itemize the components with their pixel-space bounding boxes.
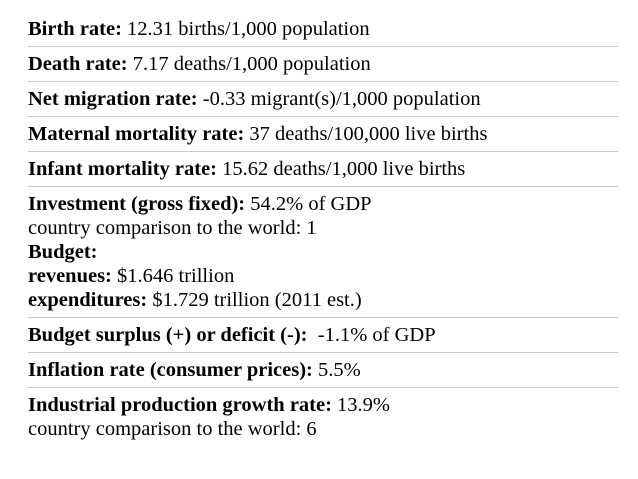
- revenues-value: $1.646 trillion: [111, 265, 235, 287]
- stats-list: Birth rate: 12.31 births/1,000 populatio…: [28, 17, 618, 441]
- divider: [28, 317, 618, 318]
- birth-rate-line: Birth rate: 12.31 births/1,000 populatio…: [28, 17, 618, 41]
- net-migration-line: Net migration rate: -0.33 migrant(s)/1,0…: [28, 87, 618, 111]
- investment-value: 54.2% of GDP: [245, 193, 372, 215]
- budget-surplus-value: -1.1% of GDP: [307, 324, 436, 346]
- budget-heading: Budget:: [28, 241, 98, 263]
- investment-label: Investment (gross fixed):: [28, 193, 246, 215]
- inflation-entry: Inflation rate (consumer prices): 5.5%: [28, 358, 618, 382]
- net-migration-value: -0.33 migrant(s)/1,000 population: [197, 88, 481, 110]
- infant-mortality-value: 15.62 deaths/1,000 live births: [217, 158, 466, 180]
- maternal-mortality-entry: Maternal mortality rate: 37 deaths/100,0…: [28, 122, 618, 146]
- expenditures-line: expenditures: $1.729 trillion (2011 est.…: [28, 288, 618, 312]
- budget-surplus-label: Budget surplus (+) or deficit (-):: [28, 324, 308, 346]
- divider: [28, 116, 618, 117]
- inflation-value: 5.5%: [312, 359, 361, 381]
- net-migration-label: Net migration rate:: [28, 88, 198, 110]
- divider: [28, 186, 618, 187]
- infant-mortality-line: Infant mortality rate: 15.62 deaths/1,00…: [28, 157, 618, 181]
- industrial-production-line: Industrial production growth rate: 13.9%: [28, 393, 618, 417]
- divider: [28, 387, 618, 388]
- birth-rate-value: 12.31 births/1,000 population: [121, 18, 370, 40]
- birth-rate-entry: Birth rate: 12.31 births/1,000 populatio…: [28, 17, 618, 41]
- divider: [28, 46, 618, 47]
- birth-rate-label: Birth rate:: [28, 18, 122, 40]
- budget-heading-line: Budget:: [28, 240, 618, 264]
- net-migration-entry: Net migration rate: -0.33 migrant(s)/1,0…: [28, 87, 618, 111]
- maternal-mortality-line: Maternal mortality rate: 37 deaths/100,0…: [28, 122, 618, 146]
- revenues-line: revenues: $1.646 trillion: [28, 264, 618, 288]
- divider: [28, 81, 618, 82]
- industrial-comparison-line: country comparison to the world: 6: [28, 417, 618, 441]
- investment-line: Investment (gross fixed): 54.2% of GDP: [28, 192, 618, 216]
- death-rate-line: Death rate: 7.17 deaths/1,000 population: [28, 52, 618, 76]
- industrial-production-label: Industrial production growth rate:: [28, 394, 332, 416]
- divider: [28, 151, 618, 152]
- industrial-production-value: 13.9%: [331, 394, 390, 416]
- inflation-line: Inflation rate (consumer prices): 5.5%: [28, 358, 618, 382]
- budget-surplus-entry: Budget surplus (+) or deficit (-): -1.1%…: [28, 323, 618, 347]
- expenditures-value: $1.729 trillion (2011 est.): [147, 289, 362, 311]
- expenditures-label: expenditures:: [28, 289, 148, 311]
- industrial-comparison-text: country comparison to the world: 6: [28, 418, 317, 440]
- maternal-mortality-value: 37 deaths/100,000 live births: [244, 123, 488, 145]
- death-rate-label: Death rate:: [28, 53, 128, 75]
- investment-budget-entry: Investment (gross fixed): 54.2% of GDP c…: [28, 192, 618, 312]
- infant-mortality-label: Infant mortality rate:: [28, 158, 218, 180]
- death-rate-value: 7.17 deaths/1,000 population: [127, 53, 371, 75]
- investment-comparison-text: country comparison to the world: 1: [28, 217, 317, 239]
- death-rate-entry: Death rate: 7.17 deaths/1,000 population: [28, 52, 618, 76]
- infant-mortality-entry: Infant mortality rate: 15.62 deaths/1,00…: [28, 157, 618, 181]
- budget-surplus-line: Budget surplus (+) or deficit (-): -1.1%…: [28, 323, 618, 347]
- inflation-label: Inflation rate (consumer prices):: [28, 359, 313, 381]
- maternal-mortality-label: Maternal mortality rate:: [28, 123, 245, 145]
- investment-comparison-line: country comparison to the world: 1: [28, 216, 618, 240]
- divider: [28, 352, 618, 353]
- industrial-production-entry: Industrial production growth rate: 13.9%…: [28, 393, 618, 441]
- revenues-label: revenues:: [28, 265, 112, 287]
